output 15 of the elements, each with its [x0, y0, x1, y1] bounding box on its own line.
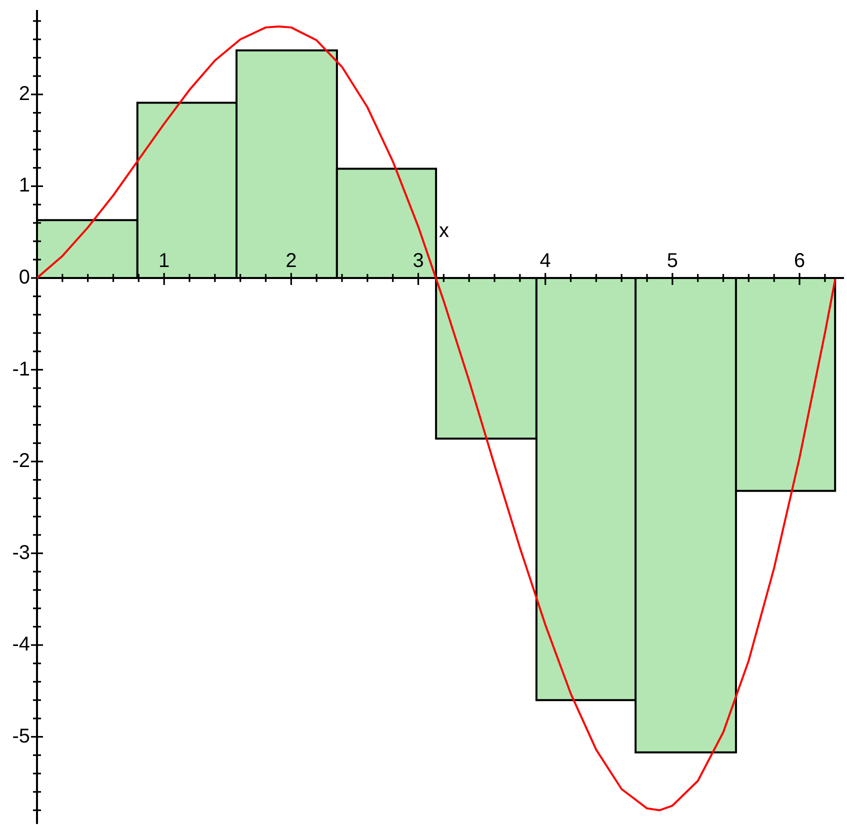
y-tick-label: 1 — [18, 174, 30, 197]
y-tick-label: 2 — [18, 82, 30, 105]
x-tick-label: 3 — [412, 250, 424, 272]
y-tick-label: 0 — [18, 266, 30, 288]
x-tick-label: 6 — [794, 250, 806, 272]
y-tick-label: -5 — [12, 725, 30, 748]
x-axis-title: x — [439, 220, 450, 242]
x-tick-label: 2 — [286, 250, 297, 272]
x-tick-label: 5 — [666, 250, 678, 272]
x-tick-label: 1 — [158, 250, 170, 272]
y-tick-label: -1 — [12, 358, 30, 380]
y-tick-label: -3 — [12, 542, 30, 564]
y-tick-label: -4 — [12, 634, 30, 656]
y-tick-label: -2 — [12, 450, 30, 472]
x-tick-label: 4 — [540, 250, 551, 272]
